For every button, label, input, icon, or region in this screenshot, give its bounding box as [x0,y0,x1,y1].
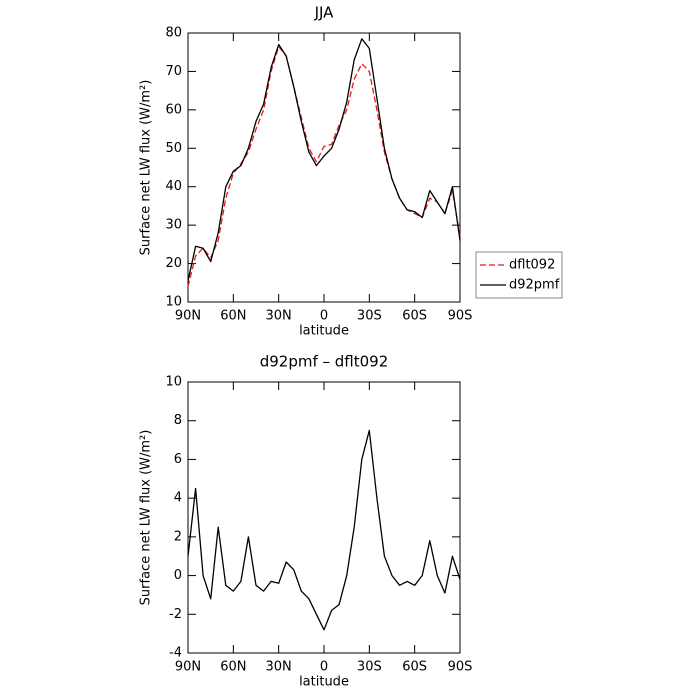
legend-box [475,251,563,299]
plot-frame [187,32,461,303]
data-line [187,429,461,631]
y-tick-label: -2 [169,607,182,622]
y-tick-label: 0 [174,568,182,583]
x-tick-label: 60S [402,309,427,324]
y-tick-label: 80 [165,26,182,41]
data-line [187,45,461,287]
x-tick-label: 90N [175,660,201,675]
x-tick-label: 60N [220,660,246,675]
y-tick-label: 70 [165,64,182,79]
y-tick-label: 30 [165,218,182,233]
x-tick-label: 90N [175,309,201,324]
x-tick-label: 30N [266,660,292,675]
x-tick-label: 30S [357,309,382,324]
x-tick-label: 30S [357,660,382,675]
chart-title: d92pmf – dflt092 [260,353,389,371]
x-tick-label: 30N [266,309,292,324]
y-tick-label: 10 [165,295,182,310]
x-tick-label: 60N [220,309,246,324]
y-axis-label: Surface net LW flux (W/m²) [139,430,154,606]
y-tick-label: 4 [174,491,182,506]
y-tick-label: 10 [165,375,182,390]
x-tick-label: 60S [402,660,427,675]
y-tick-label: 20 [165,256,182,271]
y-tick-label: 40 [165,179,182,194]
y-tick-label: 60 [165,102,182,117]
legend-label: d92pmf [509,278,560,293]
x-tick-label: 90S [448,309,473,324]
y-axis-label: Surface net LW flux (W/m²) [139,80,154,256]
y-tick-label: 8 [174,413,182,428]
y-tick-label: -4 [169,646,182,661]
x-tick-label: 0 [320,660,328,675]
y-tick-label: 50 [165,141,182,156]
y-tick-label: 2 [174,529,182,544]
x-tick-label: 0 [320,309,328,324]
data-line [187,38,461,282]
x-axis-label: latitude [299,675,349,690]
x-tick-label: 90S [448,660,473,675]
chart-title: JJA [314,4,335,22]
plot-frame [187,381,461,654]
x-axis-label: latitude [299,324,349,339]
legend-label: dflt092 [509,258,555,273]
y-tick-label: 6 [174,452,182,467]
